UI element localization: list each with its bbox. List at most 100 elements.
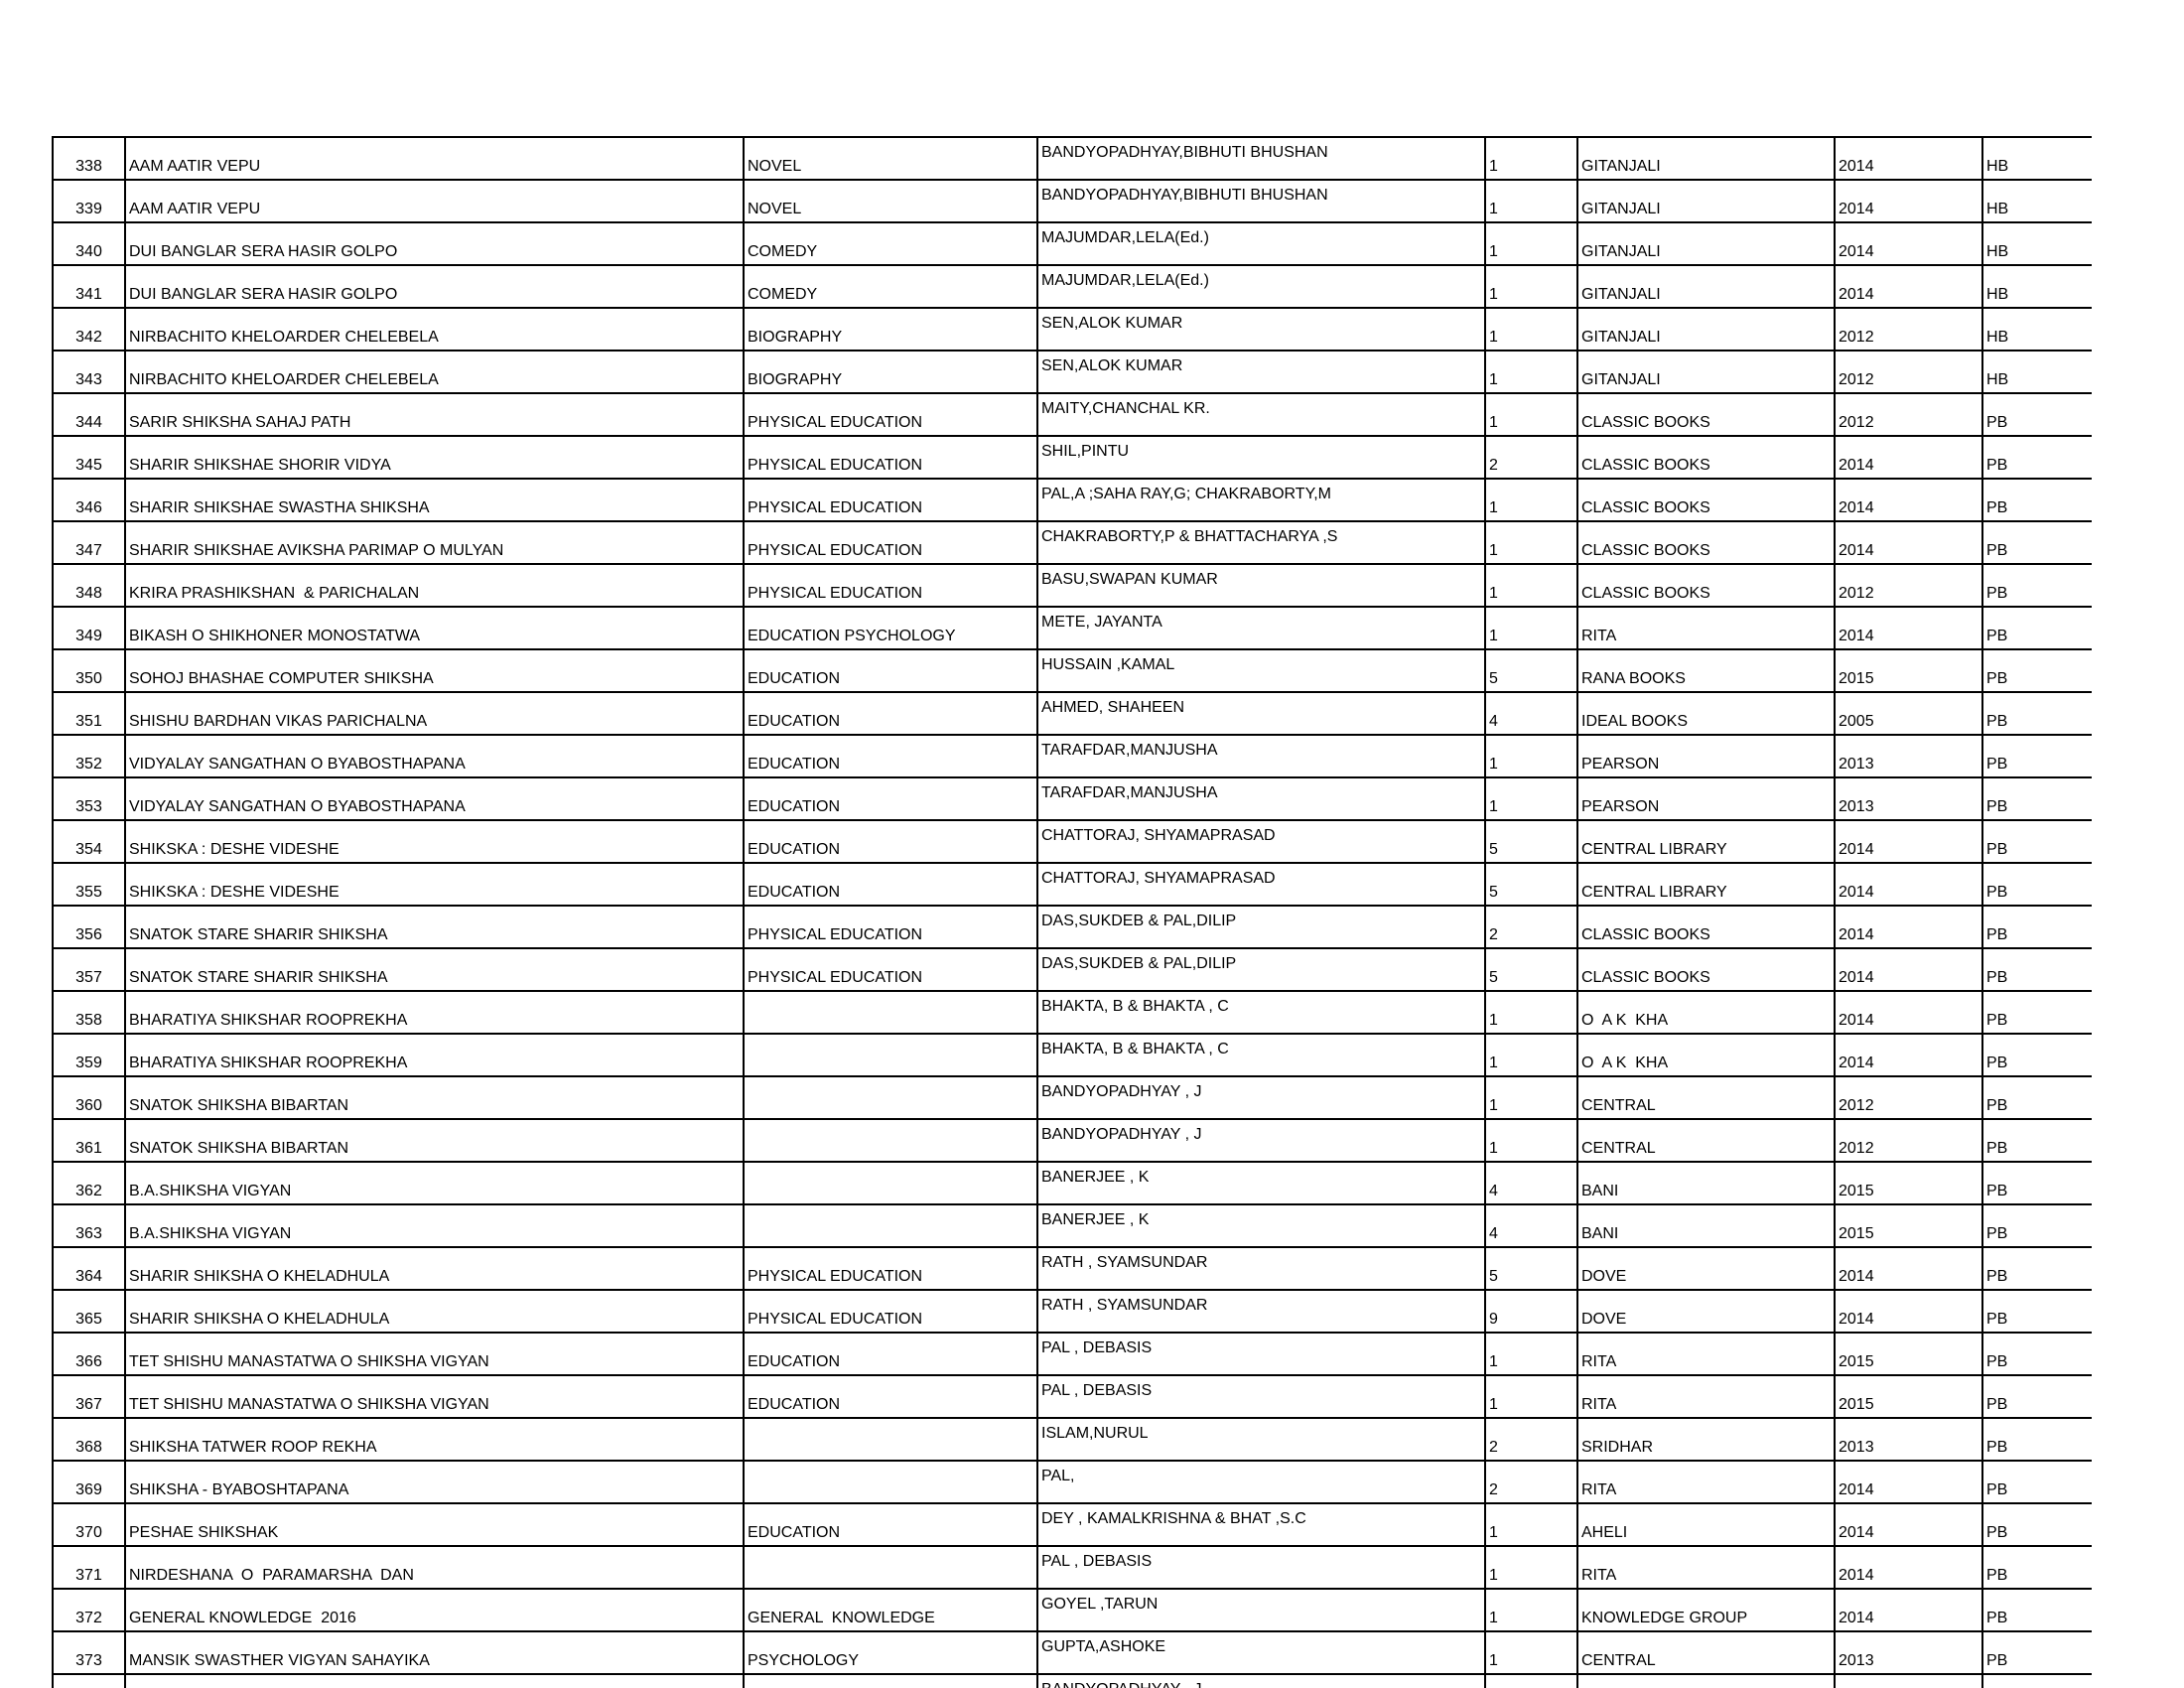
publisher-cell: PEARSON [1576, 735, 1835, 778]
copies-cell: 2 [1484, 1461, 1577, 1504]
row-number-cell: 358 [52, 991, 125, 1035]
copies-cell: 1 [1484, 1119, 1577, 1163]
year-cell: 2012 [1834, 393, 1982, 437]
binding-cell: HB [1981, 137, 2092, 181]
table-row: 362 B.A.SHIKSHA VIGYAN BANERJEE , K 4 BANI 20… [52, 1162, 2092, 1205]
table-row: 366 TET SHISHU MANASTATWA O SHIKSHA VIGYA… [52, 1333, 2092, 1376]
year-cell: 2014 [1834, 820, 1982, 864]
year-cell: 2015 [1834, 1333, 1982, 1376]
subject-cell: PHYSICAL EDUCATION [743, 906, 1037, 949]
subject-cell: PSYCHOLOGY [743, 1631, 1037, 1675]
year-cell: 2013 [1834, 735, 1982, 778]
copies-cell: 1 [1484, 735, 1577, 778]
author-cell: BANDYOPADHYAY , J [1036, 1076, 1485, 1120]
table-row: 344 SARIR SHIKSHA SAHAJ PATH PHYSICAL EDUC… [52, 393, 2092, 437]
binding-cell: PB [1981, 1204, 2092, 1248]
publisher-cell: GITANJALI [1576, 137, 1835, 181]
copies-cell: 5 [1484, 948, 1577, 992]
title-cell: BHARATIYA SHIKSHAR ROOPREKHA [124, 991, 744, 1035]
author-cell: PAL , DEBASIS [1036, 1333, 1485, 1376]
title-cell: SHARIR SHIKSHAE SWASTHA SHIKSHA [124, 479, 744, 522]
row-number-cell: 350 [52, 649, 125, 693]
book-table: 338 AAM AATIR VEPU NOVEL BANDYOPADHYAY,BIBH… [52, 136, 2092, 1688]
year-cell: 2012 [1834, 351, 1982, 394]
binding-cell: PB [1981, 479, 2092, 522]
subject-cell: EDUCATION [743, 735, 1037, 778]
author-cell: BANDYOPADHYAY,BIBHUTI BHUSHAN [1036, 180, 1485, 223]
row-number-cell: 348 [52, 564, 125, 608]
title-cell: SARIR SHIKSHA SAHAJ PATH [124, 393, 744, 437]
table-row: 339 AAM AATIR VEPU NOVEL BANDYOPADHYAY,BIBH… [52, 180, 2092, 223]
table-row: 364 SHARIR SHIKSHA O KHELADHULA PHYSICAL E… [52, 1247, 2092, 1291]
year-cell: 2013 [1834, 777, 1982, 821]
author-cell: TARAFDAR,MANJUSHA [1036, 777, 1485, 821]
publisher-cell: RITA [1576, 607, 1835, 650]
title-cell: NIRBACHITO KHELOARDER CHELEBELA [124, 351, 744, 394]
author-cell: RATH , SYAMSUNDAR [1036, 1247, 1485, 1291]
table-row: 342 NIRBACHITO KHELOARDER CHELEBELA BIOGRA… [52, 308, 2092, 352]
binding-cell: PB [1981, 1290, 2092, 1334]
copies-cell: 1 [1484, 1631, 1577, 1675]
table-row: 354 SHIKSKA : DESHE VIDESHE EDUCATION CHATT… [52, 820, 2092, 864]
year-cell: 2015 [1834, 649, 1982, 693]
row-number-cell: 349 [52, 607, 125, 650]
copies-cell: 1 [1484, 1674, 1577, 1688]
table-row: 356 SNATOK STARE SHARIR SHIKSHA PHYSICAL E… [52, 906, 2092, 949]
publisher-cell: O A K KHA [1576, 1034, 1835, 1077]
binding-cell: PB [1981, 1333, 2092, 1376]
publisher-cell: GITANJALI [1576, 265, 1835, 309]
binding-cell: PB [1981, 1119, 2092, 1163]
table-row: 343 NIRBACHITO KHELOARDER CHELEBELA BIOGRA… [52, 351, 2092, 394]
title-cell: MANSIK SWASTHER VIGYAN SAHAYIKA [124, 1631, 744, 1675]
title-cell: SHIKSKA : DESHE VIDESHE [124, 820, 744, 864]
author-cell: PAL , DEBASIS [1036, 1375, 1485, 1419]
table-row: 372 GENERAL KNOWLEDGE 2016 GENERAL KNOWLED… [52, 1589, 2092, 1632]
publisher-cell: GITANJALI [1576, 308, 1835, 352]
copies-cell: 4 [1484, 692, 1577, 736]
table-row: 361 SNATOK SHIKSHA BIBARTAN BANDYOPADHYAY … [52, 1119, 2092, 1163]
publisher-cell: CENTRAL [1576, 1076, 1835, 1120]
copies-cell: 1 [1484, 351, 1577, 394]
subject-cell [743, 1204, 1037, 1248]
binding-cell: PB [1981, 692, 2092, 736]
author-cell: BANDYOPADHYAY , J [1036, 1674, 1485, 1688]
author-cell: CHATTORAJ, SHYAMAPRASAD [1036, 863, 1485, 907]
publisher-cell: DOVE [1576, 1247, 1835, 1291]
row-number-cell: 356 [52, 906, 125, 949]
subject-cell [743, 1546, 1037, 1590]
table-row: 358 BHARATIYA SHIKSHAR ROOPREKHA BHAKTA, B… [52, 991, 2092, 1035]
copies-cell: 1 [1484, 991, 1577, 1035]
publisher-cell: IDEAL BOOKS [1576, 692, 1835, 736]
author-cell: PAL, [1036, 1461, 1485, 1504]
binding-cell: PB [1981, 521, 2092, 565]
table-row: 341 DUI BANGLAR SERA HASIR GOLPO COMEDY MAJ… [52, 265, 2092, 309]
binding-cell: PB [1981, 1589, 2092, 1632]
binding-cell: PB [1981, 777, 2092, 821]
title-cell: SNATOK SHIKSHA BIBARTAN [124, 1076, 744, 1120]
title-cell: SHARIR SHIKSHA O KHELADHULA [124, 1247, 744, 1291]
binding-cell: PB [1981, 1503, 2092, 1547]
year-cell: 2014 [1834, 222, 1982, 266]
subject-cell [743, 1034, 1037, 1077]
title-cell: VIDYALAY SANGATHAN O BYABOSTHAPANA [124, 735, 744, 778]
copies-cell: 5 [1484, 820, 1577, 864]
binding-cell: PB [1981, 1034, 2092, 1077]
title-cell: DUI BANGLAR SERA HASIR GOLPO [124, 222, 744, 266]
title-cell: BHARATIYA SHIKSHAR ITIHAS O SAMAGRIK [124, 1674, 744, 1688]
row-number-cell: 367 [52, 1375, 125, 1419]
year-cell: 2012 [1834, 308, 1982, 352]
row-number-cell: 373 [52, 1631, 125, 1675]
year-cell: 2015 [1834, 1375, 1982, 1419]
subject-cell [743, 1162, 1037, 1205]
year-cell: 2015 [1834, 1204, 1982, 1248]
copies-cell: 2 [1484, 906, 1577, 949]
title-cell: SHISHU BARDHAN VIKAS PARICHALNA [124, 692, 744, 736]
author-cell: GUPTA,ASHOKE [1036, 1631, 1485, 1675]
subject-cell: PHYSICAL EDUCATION [743, 436, 1037, 480]
table-row: 367 TET SHISHU MANASTATWA O SHIKSHA VIGYA… [52, 1375, 2092, 1419]
year-cell: 2014 [1834, 436, 1982, 480]
copies-cell: 4 [1484, 1204, 1577, 1248]
binding-cell: HB [1981, 308, 2092, 352]
binding-cell: PB [1981, 1162, 2092, 1205]
